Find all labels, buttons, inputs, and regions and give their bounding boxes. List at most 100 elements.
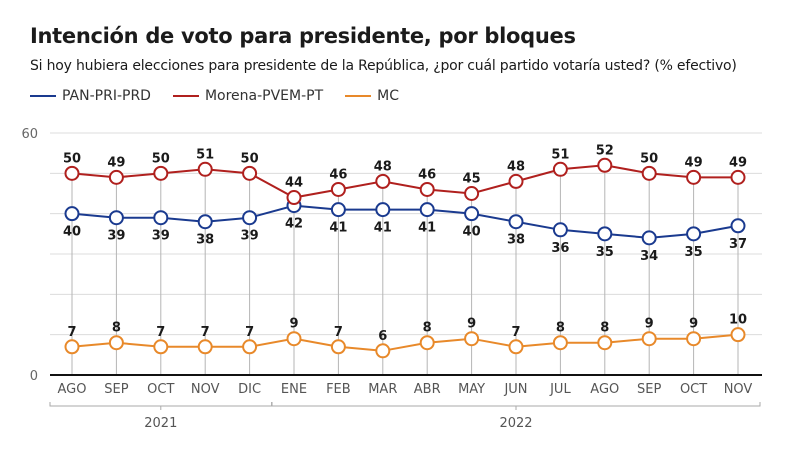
x-tick-label: OCT — [147, 382, 174, 397]
data-point — [330, 181, 346, 197]
data-label: 52 — [596, 143, 614, 158]
data-label: 8 — [423, 321, 432, 336]
data-point — [286, 331, 302, 347]
data-point — [242, 165, 258, 181]
data-label: 50 — [241, 151, 259, 166]
data-point — [375, 202, 391, 218]
x-tick-label: NOV — [191, 382, 220, 397]
data-label: 34 — [640, 249, 658, 264]
data-label: 38 — [196, 233, 214, 248]
data-point — [197, 161, 213, 177]
data-label: 7 — [511, 325, 520, 340]
data-point — [597, 157, 613, 173]
data-point — [330, 339, 346, 355]
data-label: 41 — [374, 221, 392, 236]
data-point — [419, 202, 435, 218]
data-label: 39 — [241, 229, 259, 244]
chart-subtitle: Si hoy hubiera elecciones para president… — [30, 58, 737, 74]
data-point — [508, 214, 524, 230]
data-point — [730, 169, 746, 185]
legend: PAN-PRI-PRD Morena-PVEM-PT MC — [30, 88, 399, 104]
data-label: 6 — [378, 329, 387, 344]
series-line — [71, 164, 738, 199]
data-label: 40 — [63, 225, 81, 240]
data-point — [686, 226, 702, 242]
x-tick-label: AGO — [58, 382, 87, 397]
data-label: 10 — [729, 313, 747, 328]
data-label: 50 — [152, 151, 170, 166]
data-point — [552, 161, 568, 177]
x-tick-label: FEB — [326, 382, 351, 397]
data-label: 40 — [463, 225, 481, 240]
data-label: 42 — [285, 217, 303, 232]
series-line — [71, 204, 739, 239]
data-label: 7 — [245, 325, 254, 340]
data-label: 48 — [507, 159, 525, 174]
data-point — [508, 173, 524, 189]
data-point — [242, 210, 258, 226]
data-label: 35 — [596, 245, 614, 260]
data-point — [286, 190, 302, 206]
year-label: 2021 — [144, 416, 177, 431]
data-label: 39 — [107, 229, 125, 244]
y-tick-label: 0 — [30, 369, 38, 384]
y-tick-label: 60 — [21, 127, 38, 142]
data-point — [330, 202, 346, 218]
data-label: 35 — [685, 245, 703, 260]
legend-item: PAN-PRI-PRD — [30, 88, 151, 104]
data-label: 7 — [201, 325, 210, 340]
x-tick-label: OCT — [680, 382, 707, 397]
legend-item: Morena-PVEM-PT — [172, 88, 324, 104]
data-point — [730, 327, 746, 343]
legend-label: Morena-PVEM-PT — [204, 88, 324, 104]
x-tick-label: ABR — [414, 382, 441, 397]
data-point — [597, 335, 613, 351]
data-label: 51 — [551, 147, 569, 162]
data-point — [508, 339, 524, 355]
data-point — [64, 206, 80, 222]
data-point — [419, 181, 435, 197]
data-point — [730, 218, 746, 234]
legend-swatch — [172, 95, 199, 97]
data-point — [197, 339, 213, 355]
data-label: 9 — [645, 317, 654, 332]
chart-title: Intención de voto para presidente, por b… — [30, 24, 576, 48]
data-label: 39 — [152, 229, 170, 244]
data-label: 46 — [329, 167, 347, 182]
data-point — [641, 165, 657, 181]
data-point — [242, 339, 258, 355]
data-point — [197, 214, 213, 230]
data-point — [108, 210, 124, 226]
data-label: 46 — [418, 167, 436, 182]
data-label: 44 — [285, 176, 303, 191]
data-point — [108, 169, 124, 185]
data-label: 8 — [600, 321, 609, 336]
series-line — [71, 333, 739, 352]
data-point — [108, 335, 124, 351]
legend-label: MC — [377, 88, 400, 104]
data-label: 37 — [729, 237, 747, 252]
data-point — [552, 222, 568, 238]
year-bracket — [271, 402, 761, 407]
data-label: 48 — [374, 159, 392, 174]
data-point — [419, 335, 435, 351]
data-label: 49 — [107, 155, 125, 170]
data-label: 9 — [467, 317, 476, 332]
x-tick-label: DIC — [238, 382, 261, 397]
x-tick-label: NOV — [724, 382, 753, 397]
data-label: 9 — [689, 317, 698, 332]
x-tick-label: MAR — [368, 382, 397, 397]
x-tick-label: MAY — [458, 382, 485, 397]
legend-swatch — [30, 95, 56, 97]
data-point — [464, 206, 480, 222]
data-label: 38 — [507, 233, 525, 248]
data-point — [464, 331, 480, 347]
x-tick-label: SEP — [637, 382, 661, 397]
data-label: 7 — [67, 325, 76, 340]
data-point — [153, 210, 169, 226]
data-label: 8 — [112, 321, 121, 336]
x-tick-label: ENE — [281, 382, 307, 397]
data-point — [597, 226, 613, 242]
year-label: 2022 — [499, 416, 532, 431]
